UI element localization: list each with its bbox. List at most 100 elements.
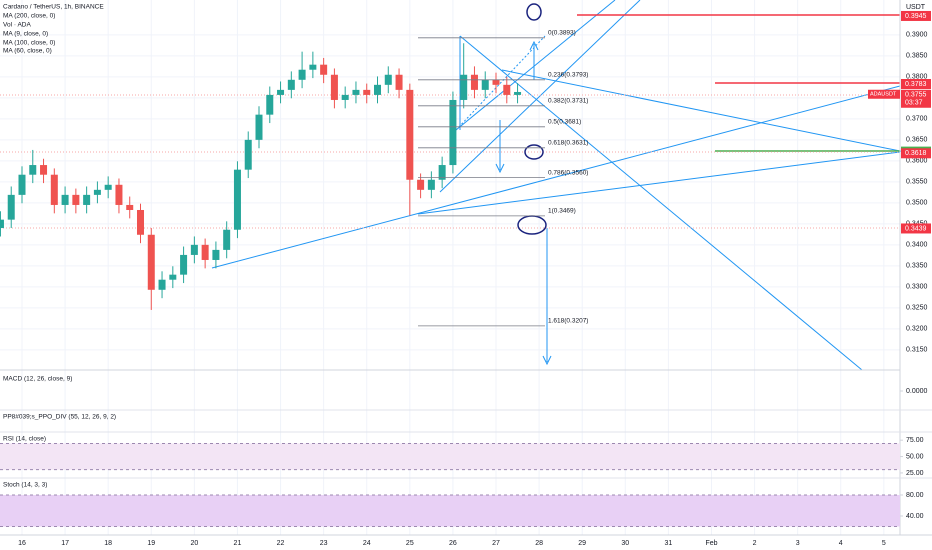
- candle-body: [341, 94, 349, 100]
- candle-body: [363, 89, 371, 95]
- x-tick-label: 23: [320, 540, 328, 547]
- candle-body: [72, 194, 80, 205]
- x-tick-label: 27: [492, 540, 500, 547]
- x-tick-label: 19: [147, 540, 155, 547]
- x-tick-label: Feb: [705, 540, 717, 547]
- x-tick-label: 2: [753, 540, 757, 547]
- y-tick-label: 0.3250: [906, 305, 928, 312]
- x-tick-label: 17: [61, 540, 69, 547]
- candle-body: [115, 184, 123, 205]
- last-price-box: [901, 89, 931, 108]
- pane-band: [0, 495, 900, 527]
- candle-body: [514, 91, 522, 95]
- candle-body: [50, 174, 58, 205]
- candle-body: [417, 179, 425, 190]
- candle-body: [503, 84, 511, 95]
- symbol-label: ADAUSDT: [870, 92, 897, 98]
- candle-body: [309, 64, 317, 70]
- price-label-box: [901, 223, 931, 234]
- pane-title: Stoch (14, 3, 3): [3, 482, 47, 489]
- pane-band: [0, 443, 900, 470]
- pane-title: RSI (14, close): [3, 436, 46, 443]
- trend-line: [501, 69, 906, 153]
- y-tick-label: 0.3900: [906, 32, 928, 39]
- candle-body: [460, 74, 468, 100]
- candle-body: [180, 254, 188, 275]
- candle-body: [470, 74, 478, 90]
- candle-body: [29, 165, 37, 175]
- candle-body: [352, 89, 360, 95]
- pane-title: MACD (12, 26, close, 9): [3, 376, 72, 383]
- circle-mark: [524, 144, 544, 160]
- price-label: 0.3945: [905, 13, 927, 20]
- candle-body: [40, 165, 48, 175]
- y-tick-label: 0.3350: [906, 263, 928, 270]
- candle-body: [169, 274, 177, 280]
- x-tick-label: 28: [535, 540, 543, 547]
- price-label-box: [901, 148, 931, 159]
- currency-label: USDT: [906, 4, 926, 11]
- candle-body: [126, 204, 134, 210]
- candle-body: [374, 84, 382, 95]
- legend-item: MA (200, close, 0): [3, 13, 55, 20]
- x-tick-label: 20: [190, 540, 198, 547]
- candle-body: [18, 174, 26, 195]
- candle-body: [492, 79, 500, 85]
- dashed-line: [455, 35, 546, 131]
- candle-body: [406, 89, 414, 180]
- pane-title: PP8#039;s_PPO_DIV (55, 12, 26, 9, 2): [3, 414, 116, 421]
- pane-tick-label: 40.00: [906, 513, 924, 520]
- y-tick-label: 0.3500: [906, 200, 928, 207]
- candle-body: [212, 249, 220, 260]
- pane-tick-label: 75.00: [906, 437, 924, 444]
- y-tick-label: 0.3300: [906, 284, 928, 291]
- candle-body: [320, 64, 328, 75]
- candle-body: [147, 234, 155, 290]
- candle-body: [255, 114, 263, 140]
- y-tick-label: 0.3850: [906, 53, 928, 60]
- trend-line: [211, 85, 901, 269]
- last-price-label: 0.3755: [905, 92, 927, 99]
- price-label-box: [901, 10, 931, 21]
- price-label: 0.3439: [905, 225, 927, 232]
- candle-body: [244, 139, 252, 170]
- pane-tick-label: 25.00: [906, 470, 924, 477]
- candle-body: [136, 209, 144, 235]
- y-tick-label: 0.3550: [906, 179, 928, 186]
- y-tick-label: 0.3600: [906, 158, 928, 165]
- y-tick-label: 0.3800: [906, 74, 928, 81]
- candle-body: [0, 219, 4, 229]
- x-tick-label: 25: [406, 540, 414, 547]
- x-tick-label: 31: [664, 540, 672, 547]
- arrow-head: [542, 355, 552, 366]
- trend-line: [439, 0, 641, 193]
- candle-body: [7, 194, 15, 220]
- symbol-box: [868, 89, 900, 99]
- circle-mark: [526, 3, 542, 21]
- fib-label: 0.236(0.3793): [548, 72, 588, 79]
- candle-body: [277, 89, 285, 95]
- legend-item: MA (100, close, 0): [3, 40, 55, 47]
- candle-body: [266, 94, 274, 115]
- trend-line: [459, 35, 863, 371]
- x-tick-label: 24: [363, 540, 371, 547]
- arrow-head: [495, 163, 505, 174]
- candle-body: [438, 165, 446, 180]
- fib-label: 1(0.3469): [548, 208, 576, 215]
- y-tick-label: 0.3150: [906, 347, 928, 354]
- fib-label: 0.786(0.3560): [548, 169, 588, 176]
- candle-body: [395, 74, 403, 90]
- chart-title: Cardano / TetherUS, 1h, BINANCE: [3, 4, 104, 11]
- candle-body: [104, 184, 112, 190]
- candles: [0, 43, 522, 310]
- candle-body: [158, 279, 166, 290]
- candle-body: [330, 74, 338, 100]
- x-tick-label: 18: [104, 540, 112, 547]
- y-tick-label: 0.3400: [906, 242, 928, 249]
- x-tick-label: 21: [234, 540, 242, 547]
- legend-item: Vol · ADA: [3, 22, 31, 29]
- candle-body: [298, 69, 306, 80]
- candle-body: [233, 169, 241, 230]
- candle-body: [190, 244, 198, 255]
